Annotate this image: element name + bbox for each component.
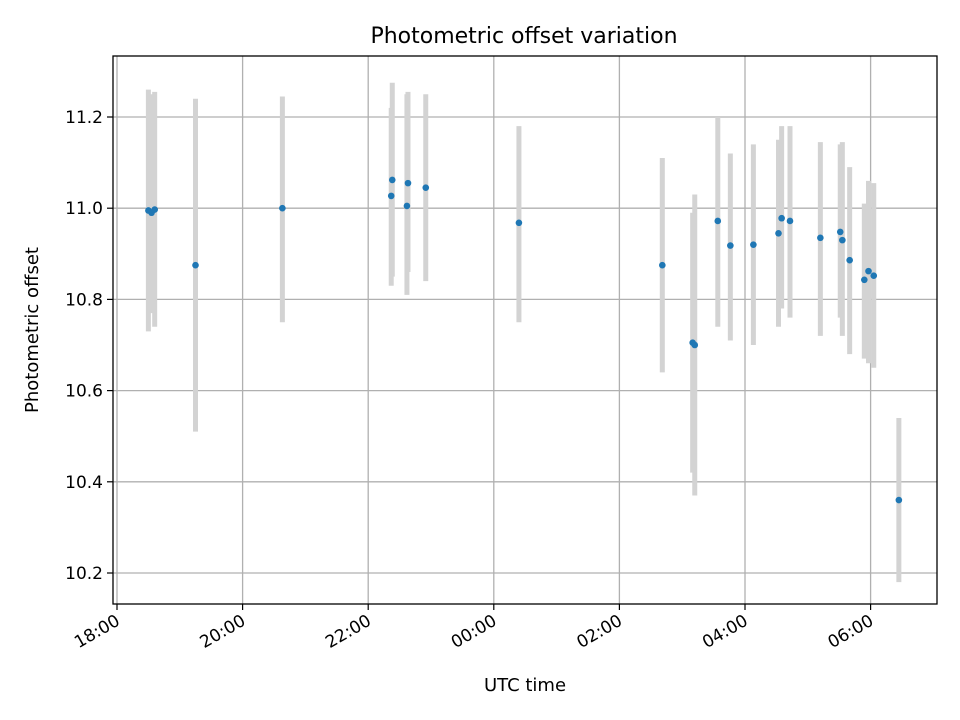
y-tick-label: 10.8 xyxy=(65,290,103,310)
data-point xyxy=(387,192,395,200)
data-point xyxy=(192,261,199,269)
data-points xyxy=(145,176,903,504)
data-point xyxy=(778,214,785,222)
data-point xyxy=(403,202,411,210)
data-point xyxy=(895,496,903,504)
data-point xyxy=(714,217,722,225)
data-point xyxy=(404,179,412,187)
data-point xyxy=(836,228,844,236)
data-point xyxy=(839,236,846,244)
data-point xyxy=(775,229,782,237)
data-point xyxy=(861,276,868,284)
y-axis-label: Photometric offset xyxy=(22,247,43,413)
data-point xyxy=(846,256,853,264)
data-point xyxy=(279,204,286,212)
data-point xyxy=(817,234,824,242)
data-point xyxy=(388,176,396,184)
data-point xyxy=(422,184,430,191)
data-point xyxy=(865,267,872,275)
grid xyxy=(113,56,937,604)
y-tick-label: 10.6 xyxy=(65,382,103,402)
data-point xyxy=(750,241,757,248)
data-point xyxy=(151,206,158,213)
y-tick-label: 11.0 xyxy=(65,199,103,219)
y-tick-label: 10.4 xyxy=(65,473,103,493)
data-point xyxy=(727,242,734,249)
y-tick-label: 10.2 xyxy=(65,564,103,584)
data-point xyxy=(691,341,699,349)
chart-title: Photometric offset variation xyxy=(370,24,677,49)
data-point xyxy=(870,272,878,279)
data-point xyxy=(786,217,794,225)
data-point xyxy=(659,261,666,269)
data-point xyxy=(515,219,523,227)
x-axis-label: UTC time xyxy=(484,675,566,696)
y-axis: 10.2 10.4 10.6 10.8 11.0 11.2 xyxy=(65,108,113,584)
y-tick-label: 11.2 xyxy=(65,108,103,128)
plot-frame xyxy=(112,55,938,605)
